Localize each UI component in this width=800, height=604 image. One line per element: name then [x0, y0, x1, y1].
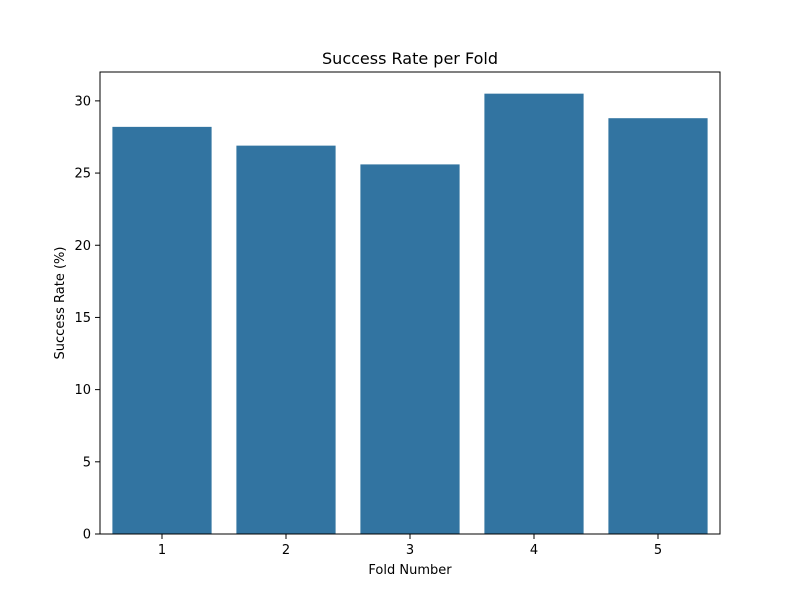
bar-fold-1: [112, 126, 212, 535]
bars-layer: [112, 93, 708, 535]
y-tick-label: 20: [74, 239, 91, 254]
x-tick-label: 4: [530, 543, 538, 558]
chart-title: Success Rate per Fold: [322, 49, 498, 68]
y-tick-label: 10: [74, 383, 91, 398]
x-tick-label: 3: [406, 543, 414, 558]
bar-fold-5: [608, 118, 708, 534]
y-tick-label: 30: [74, 94, 91, 109]
bar-fold-2: [236, 145, 336, 534]
y-tick-label: 0: [83, 528, 91, 543]
y-axis: 0 5 10 15 20 25 30: [74, 94, 100, 543]
y-tick-label: 25: [74, 167, 91, 182]
x-tick-label: 1: [158, 543, 166, 558]
y-tick-label: 15: [74, 311, 91, 326]
x-axis-label: Fold Number: [368, 563, 452, 578]
x-axis: 1 2 3 4 5: [158, 534, 662, 558]
bar-fold-4: [484, 93, 584, 534]
x-tick-label: 5: [654, 543, 662, 558]
y-axis-label: Success Rate (%): [53, 247, 68, 360]
x-tick-label: 2: [282, 543, 290, 558]
bar-fold-3: [360, 164, 460, 534]
y-tick-label: 5: [83, 455, 91, 470]
